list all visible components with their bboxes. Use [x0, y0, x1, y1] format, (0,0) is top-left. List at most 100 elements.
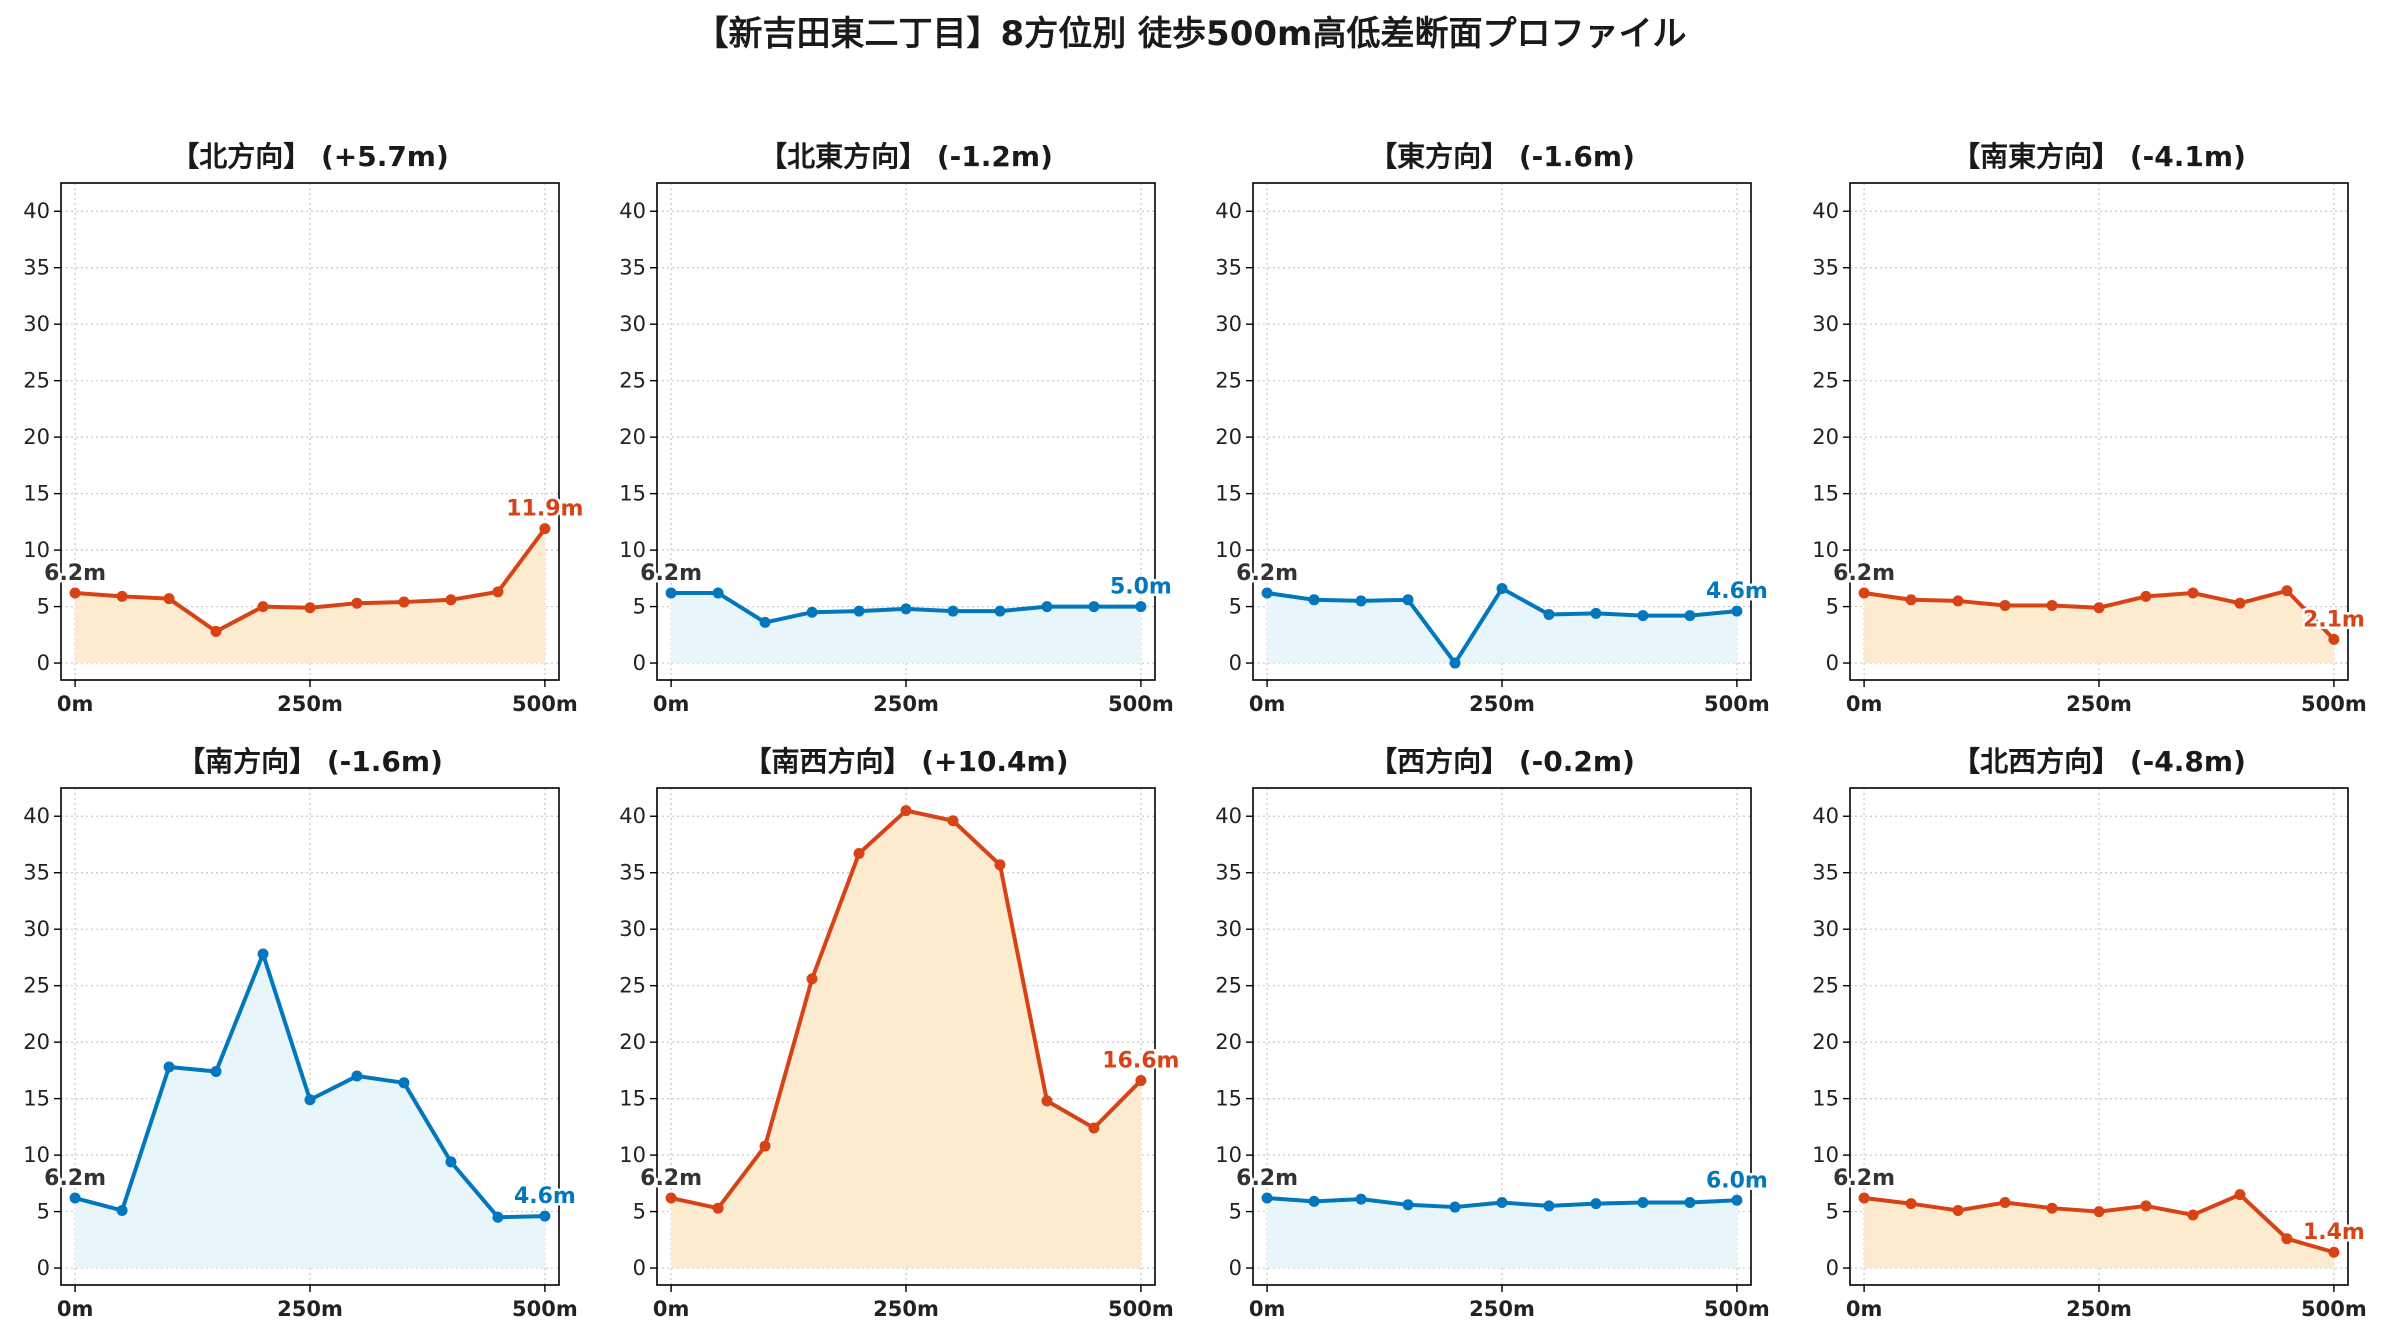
y-tick-label: 0	[1229, 1256, 1242, 1280]
data-point	[1308, 1195, 1320, 1207]
y-tick-label: 10	[619, 538, 646, 562]
start-elevation-label: 6.2m	[640, 1166, 702, 1191]
panel-title: 【西方向】 (-0.2m)	[1369, 745, 1635, 778]
y-tick-label: 20	[1812, 425, 1839, 449]
data-point	[2140, 1200, 2152, 1212]
start-elevation-label: 6.2m	[640, 561, 702, 586]
y-tick-label: 35	[1812, 861, 1839, 885]
data-point	[1999, 599, 2011, 611]
y-tick-label: 40	[23, 199, 50, 223]
y-tick-label: 25	[23, 974, 50, 998]
y-tick-label: 5	[37, 1200, 50, 1224]
y-tick-label: 0	[1826, 651, 1839, 675]
panel-title: 【北西方向】 (-4.8m)	[1952, 745, 2246, 778]
data-point	[1088, 1122, 1100, 1134]
data-point	[1684, 610, 1696, 622]
y-tick-label: 20	[23, 1030, 50, 1054]
y-tick-label: 35	[1812, 256, 1839, 280]
data-point	[1952, 595, 1964, 607]
y-tick-label: 5	[1229, 595, 1242, 619]
data-point	[445, 1156, 457, 1168]
y-tick-label: 5	[1826, 1200, 1839, 1224]
data-point	[1590, 1198, 1602, 1210]
y-tick-label: 20	[1812, 1030, 1839, 1054]
y-tick-label: 20	[23, 425, 50, 449]
data-point	[1637, 1197, 1649, 1209]
y-tick-label: 40	[619, 199, 646, 223]
data-point	[1905, 1198, 1917, 1210]
y-tick-label: 5	[1826, 595, 1839, 619]
y-tick-label: 35	[1215, 256, 1242, 280]
data-point	[2234, 1189, 2246, 1201]
panel-title: 【南方向】 (-1.6m)	[177, 745, 443, 778]
end-elevation-label: 4.6m	[1706, 579, 1768, 604]
data-point	[257, 601, 269, 613]
data-point	[304, 1094, 316, 1106]
panel-1: 【北方向】 (+5.7m) 0 5 10 15 20 25 30 35 40 0m 250m 500m 6…	[23, 140, 586, 716]
y-tick-label: 0	[1229, 651, 1242, 675]
data-point	[1543, 1200, 1555, 1212]
data-point	[539, 1210, 551, 1222]
x-tick-label: 500m	[1704, 1297, 1770, 1321]
end-elevation-label: 4.6m	[514, 1184, 576, 1209]
x-tick-label: 250m	[873, 1297, 939, 1321]
data-point	[1858, 587, 1870, 599]
data-point	[1355, 1193, 1367, 1205]
y-tick-label: 15	[1812, 1087, 1839, 1111]
x-tick-label: 0m	[1249, 692, 1286, 716]
x-tick-label: 0m	[653, 1297, 690, 1321]
data-point	[665, 587, 677, 599]
elevation-area	[1864, 590, 2334, 664]
start-elevation-label: 6.2m	[1833, 561, 1895, 586]
elevation-area	[671, 810, 1141, 1269]
x-tick-label: 500m	[2301, 1297, 2367, 1321]
y-tick-label: 5	[1229, 1200, 1242, 1224]
data-point	[712, 587, 724, 599]
y-tick-label: 15	[23, 482, 50, 506]
x-tick-label: 500m	[1108, 692, 1174, 716]
data-point	[492, 1211, 504, 1223]
panel-4: 【南東方向】 (-4.1m) 0 5 10 15 20 25 30 35 40 0m 250m 500m…	[1812, 140, 2367, 716]
panel-title: 【北東方向】 (-1.2m)	[759, 140, 1053, 173]
data-point	[2234, 597, 2246, 609]
y-tick-label: 30	[1215, 917, 1242, 941]
y-tick-label: 30	[619, 917, 646, 941]
data-point	[806, 606, 818, 618]
y-tick-label: 40	[1812, 804, 1839, 828]
data-point	[2187, 1209, 2199, 1221]
end-elevation-label: 11.9m	[506, 497, 583, 522]
y-tick-label: 25	[1812, 974, 1839, 998]
y-tick-label: 20	[1215, 425, 1242, 449]
data-point	[900, 603, 912, 615]
x-tick-label: 250m	[1469, 1297, 1535, 1321]
x-tick-label: 500m	[512, 692, 578, 716]
y-tick-label: 40	[619, 804, 646, 828]
data-point	[806, 973, 818, 985]
y-tick-label: 40	[1215, 199, 1242, 223]
y-tick-label: 30	[619, 312, 646, 336]
y-tick-label: 0	[1826, 1256, 1839, 1280]
y-tick-label: 10	[23, 538, 50, 562]
data-point	[2281, 1233, 2293, 1245]
data-point	[1261, 1192, 1273, 1204]
data-point	[69, 587, 81, 599]
y-tick-label: 35	[619, 861, 646, 885]
x-tick-label: 500m	[1704, 692, 1770, 716]
data-point	[947, 815, 959, 827]
end-elevation-label: 2.1m	[2303, 607, 2365, 632]
x-tick-label: 250m	[2066, 1297, 2132, 1321]
y-tick-label: 25	[1215, 369, 1242, 393]
y-tick-label: 15	[1215, 1087, 1242, 1111]
data-point	[2328, 1246, 2340, 1258]
data-point	[1731, 1194, 1743, 1206]
data-point	[759, 1140, 771, 1152]
data-point	[2093, 1206, 2105, 1218]
data-point	[1261, 587, 1273, 599]
data-point	[1952, 1204, 1964, 1216]
end-elevation-label: 16.6m	[1102, 1049, 1179, 1074]
start-elevation-label: 6.2m	[44, 561, 106, 586]
data-point	[2046, 599, 2058, 611]
data-point	[1905, 594, 1917, 606]
y-tick-label: 15	[619, 1087, 646, 1111]
